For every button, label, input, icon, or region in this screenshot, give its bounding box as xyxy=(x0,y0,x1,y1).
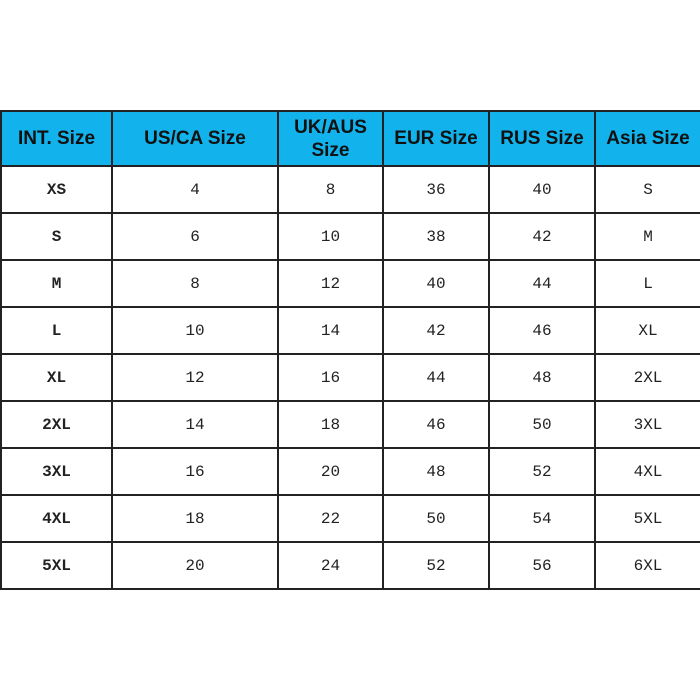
table-cell: 52 xyxy=(488,447,596,496)
table-cell: L xyxy=(594,259,700,308)
table-cell: 20 xyxy=(111,541,279,590)
column-header: RUS Size xyxy=(488,110,596,167)
column-header: EUR Size xyxy=(382,110,490,167)
table-cell: 46 xyxy=(382,400,490,449)
table-cell: 12 xyxy=(277,259,384,308)
table-row: 5XL 20 24 52 56 6XL xyxy=(0,541,700,590)
table-cell: 3XL xyxy=(0,447,113,496)
table-cell: 40 xyxy=(382,259,490,308)
size-chart-table: INT. Size US/CA Size UK/AUS Size EUR Size RU… xyxy=(0,110,700,590)
table-row: S 6 10 38 42 M xyxy=(0,212,700,261)
header-row: INT. Size US/CA Size UK/AUS Size EUR Size RU… xyxy=(0,110,700,167)
table-cell: 16 xyxy=(277,353,384,402)
table-cell: 18 xyxy=(111,494,279,543)
table-cell: 3XL xyxy=(594,400,700,449)
column-header: Asia Size xyxy=(594,110,700,167)
table-cell: 46 xyxy=(488,306,596,355)
table-cell: 6XL xyxy=(594,541,700,590)
table-cell: 36 xyxy=(382,165,490,214)
table-cell: 18 xyxy=(277,400,384,449)
column-header: US/CA Size xyxy=(111,110,279,167)
table-cell: 38 xyxy=(382,212,490,261)
table-cell: 14 xyxy=(111,400,279,449)
table-cell: L xyxy=(0,306,113,355)
table-row: M 8 12 40 44 L xyxy=(0,259,700,308)
table-cell: 10 xyxy=(111,306,279,355)
table-cell: M xyxy=(594,212,700,261)
table-cell: 22 xyxy=(277,494,384,543)
table-cell: 8 xyxy=(277,165,384,214)
table-cell: 2XL xyxy=(594,353,700,402)
table-cell: 5XL xyxy=(0,541,113,590)
table-cell: 4XL xyxy=(594,447,700,496)
table-cell: 4XL xyxy=(0,494,113,543)
table-cell: XS xyxy=(0,165,113,214)
table-cell: 42 xyxy=(382,306,490,355)
table-row: XS 4 8 36 40 S xyxy=(0,165,700,214)
table-cell: 50 xyxy=(488,400,596,449)
table-cell: 4 xyxy=(111,165,279,214)
table-cell: 12 xyxy=(111,353,279,402)
table-cell: 16 xyxy=(111,447,279,496)
table-cell: XL xyxy=(594,306,700,355)
table-cell: 54 xyxy=(488,494,596,543)
column-header: INT. Size xyxy=(0,110,113,167)
table-cell: 14 xyxy=(277,306,384,355)
table-cell: 56 xyxy=(488,541,596,590)
table-cell: 44 xyxy=(382,353,490,402)
table-row: 4XL 18 22 50 54 5XL xyxy=(0,494,700,543)
table-cell: 50 xyxy=(382,494,490,543)
table-cell: 42 xyxy=(488,212,596,261)
table-cell: 20 xyxy=(277,447,384,496)
table-row: 3XL 16 20 48 52 4XL xyxy=(0,447,700,496)
table-row: XL 12 16 44 48 2XL xyxy=(0,353,700,402)
table-cell: 5XL xyxy=(594,494,700,543)
table-cell: S xyxy=(0,212,113,261)
table-cell: 52 xyxy=(382,541,490,590)
table-cell: 8 xyxy=(111,259,279,308)
table-row: 2XL 14 18 46 50 3XL xyxy=(0,400,700,449)
table-cell: M xyxy=(0,259,113,308)
table-cell: XL xyxy=(0,353,113,402)
table-cell: 48 xyxy=(382,447,490,496)
column-header: UK/AUS Size xyxy=(277,110,384,167)
table-cell: 44 xyxy=(488,259,596,308)
table-cell: S xyxy=(594,165,700,214)
table-cell: 40 xyxy=(488,165,596,214)
table-cell: 10 xyxy=(277,212,384,261)
table-cell: 2XL xyxy=(0,400,113,449)
table-cell: 48 xyxy=(488,353,596,402)
table-cell: 24 xyxy=(277,541,384,590)
table-cell: 6 xyxy=(111,212,279,261)
table-row: L 10 14 42 46 XL xyxy=(0,306,700,355)
